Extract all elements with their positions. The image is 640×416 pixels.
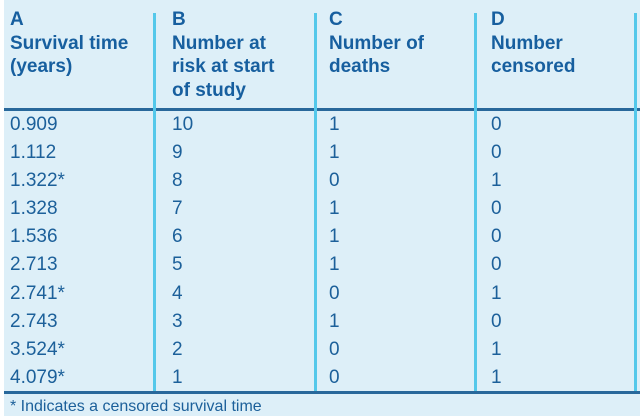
table-body: 0.909 10 1 0 1.112 9 1 0 1.322* 8 0 1 1.… [4,111,640,392]
column-header-number-censored: D Number censored [475,8,640,102]
cell-number-at-risk: 5 [172,254,183,276]
cell-number-at-risk: 3 [172,310,183,332]
cell-number-of-deaths: 0 [329,366,340,388]
table-panel: A Survival time (years) B Number at risk… [4,0,640,416]
column-label: Number of deaths [329,32,424,78]
cell-number-of-deaths: 1 [329,198,340,220]
cell-number-at-risk: 2 [172,338,183,360]
cell-number-at-risk: 4 [172,282,183,304]
cell-number-censored: 1 [491,282,502,304]
cell-number-censored: 1 [491,170,502,192]
column-letter: B [172,9,186,30]
table-row: 2.741* 4 0 1 [4,280,640,308]
cell-number-censored: 1 [491,366,502,388]
cell-number-of-deaths: 1 [329,254,340,276]
cell-number-of-deaths: 1 [329,114,340,135]
cell-number-of-deaths: 1 [329,142,340,164]
column-divider-4 [634,13,637,391]
cell-number-at-risk: 9 [172,142,183,164]
cell-survival-time: 4.079* [10,366,65,388]
cell-survival-time: 0.909 [10,114,58,135]
cell-survival-time: 2.743 [10,310,58,332]
cell-number-censored: 0 [491,226,502,248]
cell-survival-time: 1.328 [10,198,58,220]
table-row: 1.536 6 1 0 [4,223,640,251]
table-row: 1.328 7 1 0 [4,195,640,223]
table-row: 2.743 3 1 0 [4,308,640,336]
cell-number-censored: 0 [491,142,502,164]
cell-number-of-deaths: 0 [329,338,340,360]
column-header-survival-time: A Survival time (years) [4,8,154,102]
cell-number-censored: 0 [491,310,502,332]
column-letter: D [491,9,505,30]
cell-number-censored: 0 [491,198,502,220]
column-label: Survival time (years) [10,32,129,78]
cell-number-of-deaths: 1 [329,310,340,332]
column-divider-1 [153,13,156,391]
table-row: 3.524* 2 0 1 [4,336,640,364]
cell-number-of-deaths: 0 [329,170,340,192]
cell-number-at-risk: 6 [172,226,183,248]
header-divider-rule [4,108,640,111]
cell-number-at-risk: 7 [172,198,183,220]
column-header-number-of-deaths: C Number of deaths [315,8,475,102]
column-label: Number at risk at start of study [172,32,275,101]
table-row: 0.909 10 1 0 [4,111,640,139]
column-divider-3 [474,13,477,391]
table-row: 4.079* 1 0 1 [4,364,640,392]
cell-number-censored: 0 [491,254,502,276]
cell-number-censored: 1 [491,338,502,360]
cell-number-at-risk: 10 [172,114,194,135]
cell-survival-time: 1.112 [10,142,57,164]
cell-number-censored: 0 [491,114,502,135]
table-header-row: A Survival time (years) B Number at risk… [4,8,640,102]
censored-footnote: * Indicates a censored survival time [10,398,262,415]
table-row: 2.713 5 1 0 [4,251,640,279]
cell-survival-time: 1.322* [10,170,65,192]
column-header-number-at-risk: B Number at risk at start of study [154,8,315,102]
column-letter: A [10,9,24,30]
cell-number-at-risk: 1 [172,366,183,388]
table-row: 1.112 9 1 0 [4,139,640,167]
cell-survival-time: 3.524* [10,338,65,360]
column-divider-2 [314,13,317,391]
cell-number-of-deaths: 1 [329,226,340,248]
cell-survival-time: 1.536 [10,226,58,248]
table-row: 1.322* 8 0 1 [4,167,640,195]
footer-divider-rule [4,391,640,394]
cell-number-of-deaths: 0 [329,282,340,304]
column-letter: C [329,9,343,30]
cell-survival-time: 2.713 [10,254,58,276]
cell-survival-time: 2.741* [10,282,65,304]
column-label: Number censored [491,32,576,78]
cell-number-at-risk: 8 [172,170,183,192]
